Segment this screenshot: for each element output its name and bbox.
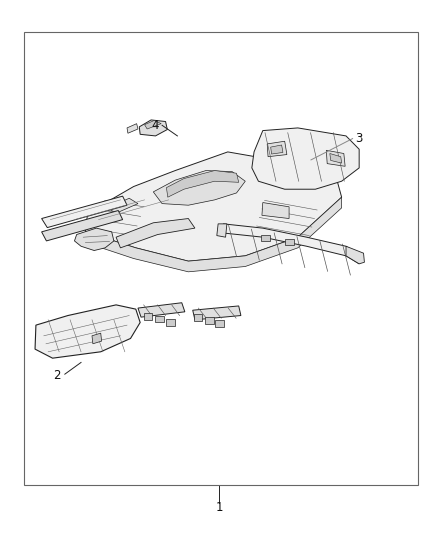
Polygon shape — [346, 246, 364, 264]
Polygon shape — [194, 314, 202, 321]
Polygon shape — [92, 333, 102, 344]
Polygon shape — [155, 316, 164, 322]
Polygon shape — [267, 141, 287, 157]
Polygon shape — [166, 171, 239, 197]
Polygon shape — [145, 120, 161, 129]
Polygon shape — [116, 219, 195, 248]
Text: 1: 1 — [215, 502, 223, 514]
Text: 2: 2 — [53, 369, 61, 382]
Polygon shape — [74, 228, 114, 251]
Polygon shape — [215, 320, 224, 327]
Text: 3: 3 — [356, 132, 363, 145]
Polygon shape — [285, 239, 294, 245]
Bar — [24, 32, 418, 485]
Polygon shape — [42, 196, 127, 228]
Polygon shape — [127, 124, 138, 133]
Text: 4: 4 — [152, 119, 159, 132]
Polygon shape — [205, 317, 214, 324]
Polygon shape — [139, 120, 167, 136]
Polygon shape — [85, 152, 342, 261]
Polygon shape — [42, 211, 123, 241]
Polygon shape — [35, 305, 140, 358]
Polygon shape — [166, 319, 175, 326]
Polygon shape — [217, 224, 227, 237]
Polygon shape — [271, 145, 283, 154]
Polygon shape — [262, 203, 289, 219]
Polygon shape — [85, 197, 342, 272]
Polygon shape — [153, 171, 245, 205]
Polygon shape — [138, 303, 185, 317]
Polygon shape — [252, 128, 359, 189]
Polygon shape — [261, 235, 270, 241]
Polygon shape — [326, 150, 345, 166]
Polygon shape — [144, 313, 152, 320]
Polygon shape — [223, 224, 359, 264]
Polygon shape — [330, 154, 342, 163]
Polygon shape — [193, 306, 241, 320]
Polygon shape — [107, 198, 138, 213]
